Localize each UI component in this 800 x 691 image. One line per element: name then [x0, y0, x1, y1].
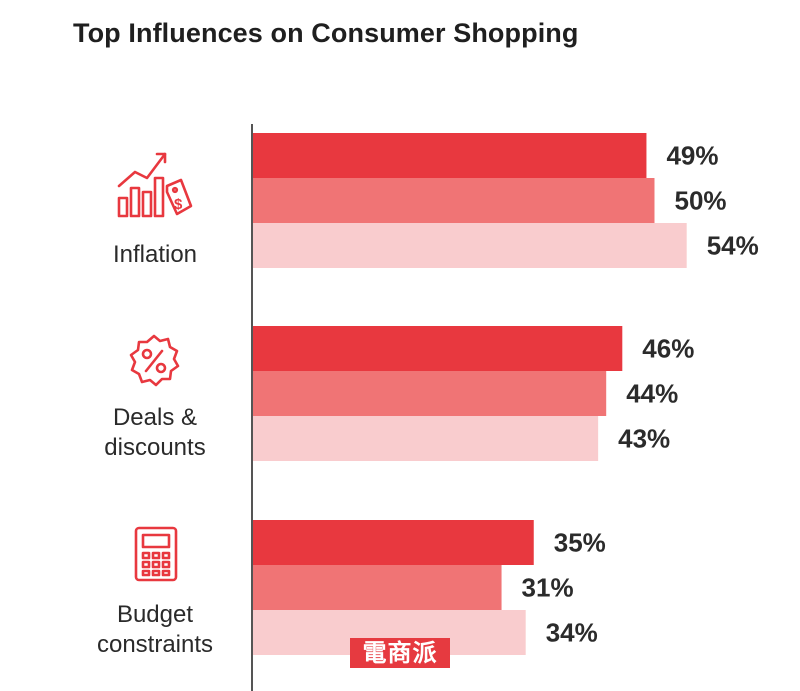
percent-badge-icon: [129, 334, 180, 387]
value-label-deals-2: 44%: [626, 379, 678, 409]
category-label-budget: Budget constraints: [96, 601, 214, 658]
value-label-deals-1: 46%: [642, 334, 694, 364]
bar-inflation-2: [252, 178, 655, 223]
bar-deals-2: [252, 371, 607, 416]
bar-deals-1: [252, 326, 623, 371]
calculator-icon: [134, 526, 178, 582]
svg-text:$: $: [174, 196, 183, 213]
value-label-budget-3: 34%: [546, 618, 598, 648]
value-label-inflation-3: 54%: [707, 231, 759, 261]
watermark: 電商派: [350, 638, 450, 668]
bar-inflation-1: [252, 133, 647, 178]
category-label-inflation: Inflation: [112, 241, 198, 268]
value-label-budget-2: 31%: [522, 573, 574, 603]
value-label-deals-3: 43%: [618, 424, 670, 454]
bar-budget-2: [252, 565, 502, 610]
bar-budget-1: [252, 520, 534, 565]
category-label-deals: Deals & discounts: [104, 404, 206, 461]
inflation-chart-tag-icon: $: [117, 152, 193, 218]
value-label-inflation-1: 49%: [666, 141, 718, 171]
bar-deals-3: [252, 416, 599, 461]
category-axis-line: [251, 124, 253, 691]
value-label-budget-1: 35%: [554, 528, 606, 558]
value-label-inflation-2: 50%: [675, 186, 727, 216]
chart-title: Top Influences on Consumer Shopping: [73, 18, 579, 48]
bar-inflation-3: [252, 223, 687, 268]
